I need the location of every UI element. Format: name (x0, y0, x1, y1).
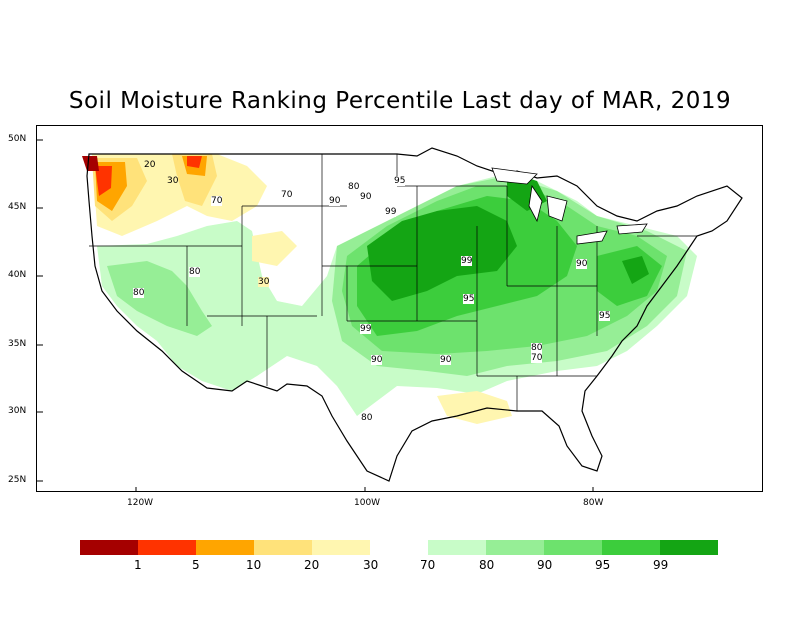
contour-label: 95 (599, 311, 611, 321)
lon-label-80w: 80W (583, 498, 604, 508)
legend-swatch-dry-0 (80, 540, 138, 555)
legend-swatch-dry-4 (312, 540, 370, 555)
legend-swatch-wet-4 (660, 540, 718, 555)
lat-label-40n: 40N (8, 270, 27, 280)
contour-label: 99 (360, 324, 372, 334)
contour-label: 70 (211, 196, 223, 206)
region-dry-10 (95, 156, 207, 211)
contour-label: 90 (576, 259, 588, 269)
region-dry-1 (82, 156, 99, 171)
contour-label: 70 (281, 190, 293, 200)
region-99 (367, 171, 649, 301)
lat-label-30n: 30N (8, 406, 27, 416)
legend-swatch-dry-1 (138, 540, 196, 555)
map-title: Soil Moisture Ranking Percentile Last da… (68, 88, 732, 114)
legend-label-95: 95 (595, 558, 611, 572)
legend-label-5: 5 (192, 558, 200, 572)
contour-label: 90 (440, 355, 452, 365)
contour-label: 70 (531, 353, 543, 363)
contour-label: 30 (258, 277, 270, 287)
contour-label: 99 (461, 256, 473, 266)
legend-swatch-dry-2 (196, 540, 254, 555)
lon-label-120w: 120W (127, 498, 154, 508)
contour-label: 95 (463, 294, 475, 304)
legend-label-10: 10 (246, 558, 262, 572)
legend-swatch-dry-3 (254, 540, 312, 555)
lat-ticks (37, 139, 43, 482)
contour-label: 80 (133, 288, 145, 298)
us-outline (86, 147, 743, 482)
map-frame: 20 30 70 70 80 95 90 99 99 90 80 80 30 9… (36, 125, 763, 492)
soil-moisture-map (37, 139, 743, 491)
contour-label: 90 (371, 355, 383, 365)
contour-label: 30 (167, 176, 179, 186)
legend-label-80: 80 (479, 558, 495, 572)
legend-swatch-wet-1 (486, 540, 544, 555)
lat-label-45n: 45N (8, 202, 27, 212)
legend-label-70: 70 (420, 558, 436, 572)
legend-label-20: 20 (304, 558, 320, 572)
contour-label: 20 (144, 160, 156, 170)
legend-label-90: 90 (537, 558, 553, 572)
legend-label-30: 30 (363, 558, 379, 572)
legend-label-99: 99 (653, 558, 669, 572)
contour-label: 90 (360, 192, 372, 202)
legend-swatch-wet-0 (428, 540, 486, 555)
lat-label-25n: 25N (8, 475, 27, 485)
lat-label-35n: 35N (8, 339, 27, 349)
contour-label: 95 (394, 176, 406, 186)
region-dry-5 (95, 156, 202, 196)
contour-label: 90 (329, 196, 341, 206)
contour-label: 80 (361, 413, 373, 423)
legend-swatch-wet-3 (602, 540, 660, 555)
contour-label: 99 (385, 207, 397, 217)
contour-label: 80 (531, 343, 543, 353)
legend-swatch-wet-2 (544, 540, 602, 555)
lon-label-100w: 100W (354, 498, 381, 508)
lat-label-50n: 50N (8, 134, 27, 144)
contour-label: 80 (189, 267, 201, 277)
state-borders (89, 154, 697, 411)
great-lakes (491, 167, 648, 245)
contour-label: 80 (348, 182, 360, 192)
lon-ticks (135, 487, 594, 491)
legend-label-1: 1 (134, 558, 142, 572)
